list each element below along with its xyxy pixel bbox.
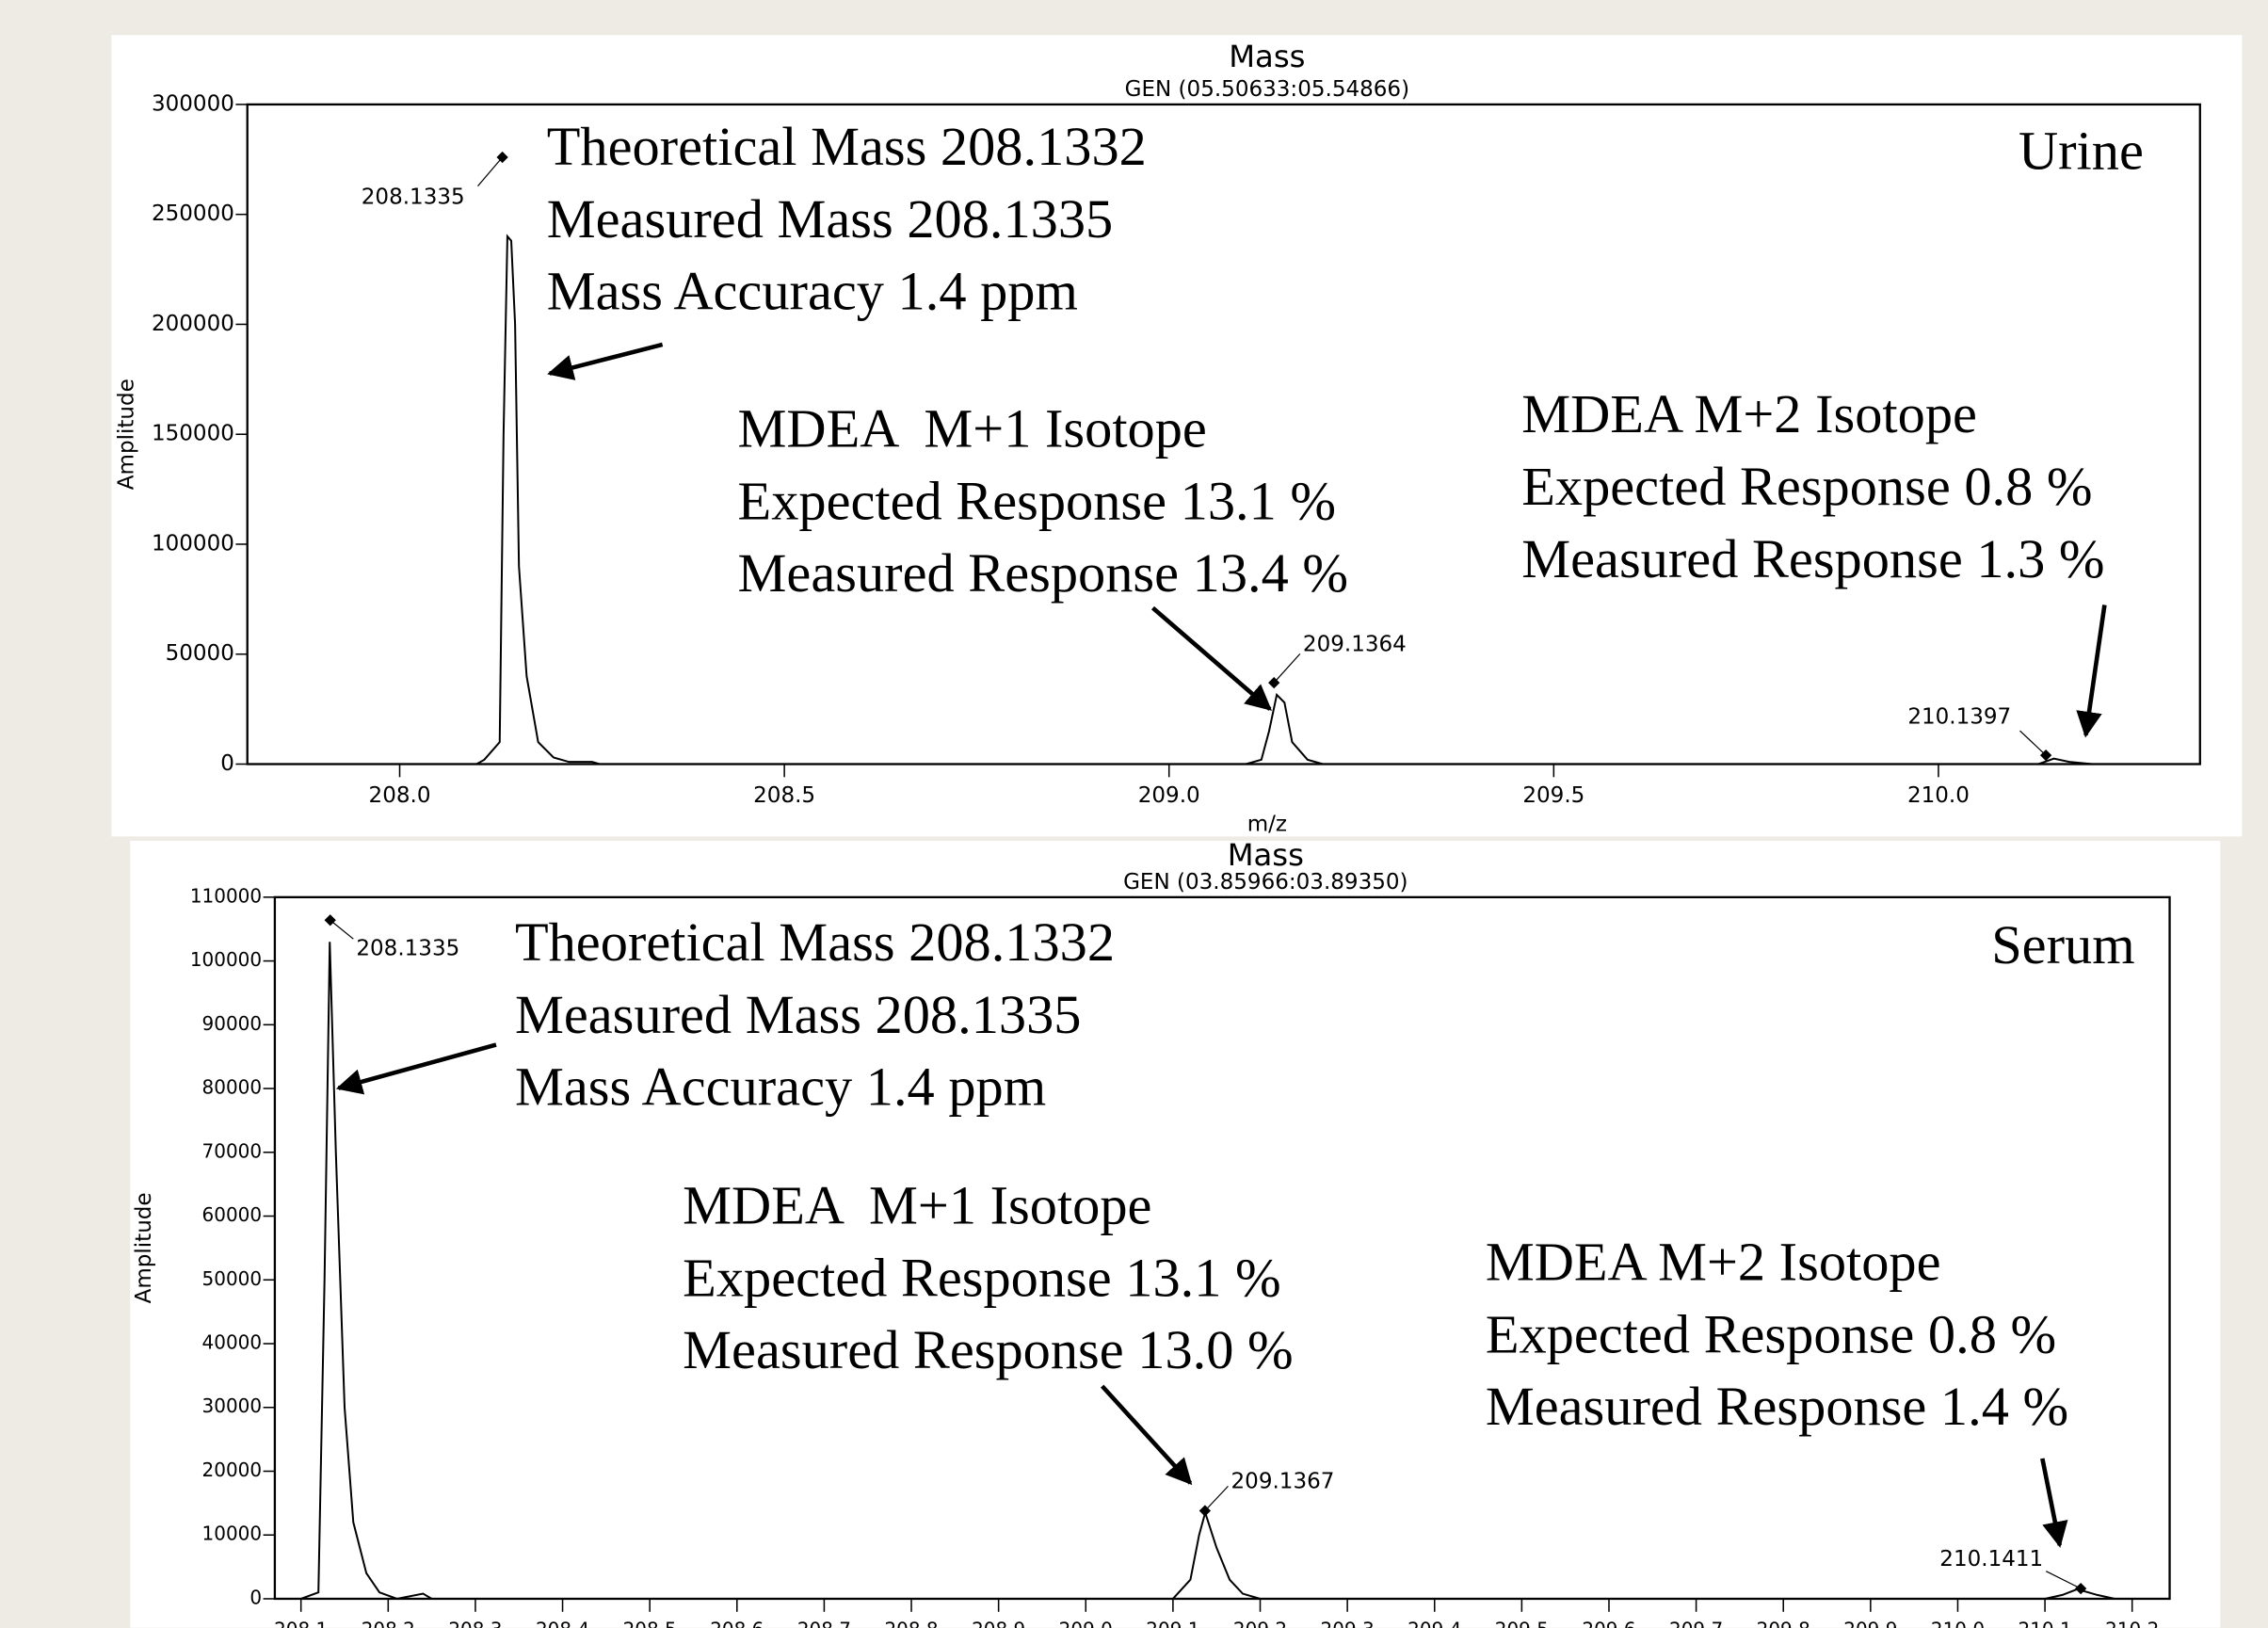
annotation: Mass Accuracy 1.4 ppm [547,261,1078,322]
x-tick-label: 210.1 [2018,1618,2071,1628]
peak-marker [2075,1582,2087,1595]
x-tick-label: 209.3 [1321,1618,1375,1628]
annotation: Measured Response 13.4 % [738,542,1348,604]
arrow [1150,605,1273,711]
annotation: Expected Response 0.8 % [1486,1303,2056,1364]
x-axis-label: m/z [1247,813,1287,837]
x-tick-label: 209.9 [1843,1618,1897,1628]
y-tick-label: 250000 [152,201,234,226]
annotation: Measured Mass 208.1335 [547,188,1114,250]
x-tick-label: 209.8 [1757,1618,1810,1628]
annotation: Theoretical Mass 208.1332 [547,116,1147,177]
x-tick-label: 208.8 [884,1618,938,1628]
y-tick-label: 90000 [202,1012,263,1035]
x-tick-label: 210.0 [1907,783,1970,808]
x-tick-label: 210.2 [2105,1618,2159,1628]
chart-title: Mass [1228,837,1304,873]
leader-line [2019,730,2047,756]
leader-line [2046,1571,2082,1589]
y-tick-label: 100000 [152,531,234,556]
x-tick-label: 209.1 [1146,1618,1199,1628]
chart-subtitle: GEN (03.85966:03.89350) [1123,870,1407,895]
chart-title: Mass [1229,39,1305,74]
x-tick-label: 209.4 [1407,1618,1461,1628]
x-tick-label: 209.0 [1059,1618,1113,1628]
x-tick-label: 208.0 [369,783,431,808]
leader-line [330,919,354,940]
x-tick-label: 209.2 [1233,1618,1287,1628]
peak-label: 208.1335 [356,936,459,960]
annotation: Expected Response 13.1 % [683,1247,1280,1308]
leader-line [1204,1485,1229,1511]
x-tick-label: 208.1 [274,1618,328,1628]
y-tick-label: 30000 [202,1394,263,1417]
arrow [335,1042,497,1095]
y-axis-label: Amplitude [115,379,139,490]
annotation: MDEA M+2 Isotope [1486,1232,1941,1293]
y-tick-label: 50000 [166,641,234,666]
chart-subtitle: GEN (05.50633:05.54866) [1125,77,1409,102]
leader-line [477,156,504,187]
annotation: Measured Response 1.4 % [1486,1376,2068,1437]
y-tick-label: 0 [220,751,234,776]
x-tick-label: 209.0 [1138,783,1200,808]
y-tick-label: 50000 [202,1267,263,1290]
y-tick-label: 300000 [152,91,234,116]
x-tick-label: 208.2 [362,1618,415,1628]
panel-label: Serum [1991,914,2134,975]
annotation: Expected Response 13.1 % [738,470,1336,531]
annotation: MDEA M+2 Isotope [1521,383,1977,444]
arrow [2040,1458,2068,1548]
peak-label: 209.1367 [1231,1469,1335,1493]
annotation: Expected Response 0.8 % [1521,456,2092,517]
panel [111,35,2243,837]
annotation: MDEA M+1 Isotope [738,398,1207,459]
annotation: MDEA M+1 Isotope [683,1175,1151,1236]
x-tick-label: 209.5 [1522,783,1584,808]
y-tick-label: 40000 [202,1331,263,1354]
x-tick-label: 208.5 [753,783,815,808]
peak-label: 209.1364 [1303,633,1407,657]
y-tick-label: 110000 [190,884,262,907]
peak-label: 210.1411 [1939,1547,2043,1572]
y-tick-label: 80000 [202,1076,263,1099]
x-tick-label: 208.5 [623,1618,677,1628]
y-tick-label: 10000 [202,1523,263,1545]
panel [130,840,2221,1628]
annotation: Measured Response 13.0 % [683,1319,1293,1380]
annotation: Mass Accuracy 1.4 ppm [515,1056,1046,1118]
annotation: Measured Mass 208.1335 [515,984,1082,1045]
arrow [2076,604,2107,738]
x-tick-label: 209.6 [1582,1618,1635,1628]
y-tick-label: 200000 [152,312,234,336]
y-tick-label: 0 [249,1586,262,1608]
y-tick-label: 100000 [190,948,262,971]
leader-line [1273,653,1301,684]
x-tick-label: 208.4 [536,1618,589,1628]
x-tick-label: 208.7 [797,1618,851,1628]
x-tick-label: 208.6 [710,1618,764,1628]
y-tick-label: 60000 [202,1203,263,1226]
x-tick-label: 209.5 [1495,1618,1549,1628]
y-axis-label: Amplitude [132,1192,156,1303]
annotation: Theoretical Mass 208.1332 [515,911,1115,973]
x-tick-label: 208.3 [448,1618,502,1628]
y-tick-label: 70000 [202,1139,263,1162]
peak-label: 208.1335 [362,185,465,209]
panel-label: Urine [2019,121,2144,182]
y-tick-label: 20000 [202,1459,263,1481]
x-tick-label: 210.0 [1931,1618,1985,1628]
y-tick-label: 150000 [152,422,234,446]
peak-label: 210.1397 [1907,705,2011,730]
x-tick-label: 208.9 [972,1618,1025,1628]
arrow [547,342,664,380]
plot-frame [273,895,2171,1601]
arrow [1100,1384,1193,1486]
spectrum-line [279,942,2167,1601]
annotation: Measured Response 1.3 % [1521,528,2104,589]
x-tick-label: 209.7 [1669,1618,1723,1628]
spectrum-line [247,234,2200,766]
